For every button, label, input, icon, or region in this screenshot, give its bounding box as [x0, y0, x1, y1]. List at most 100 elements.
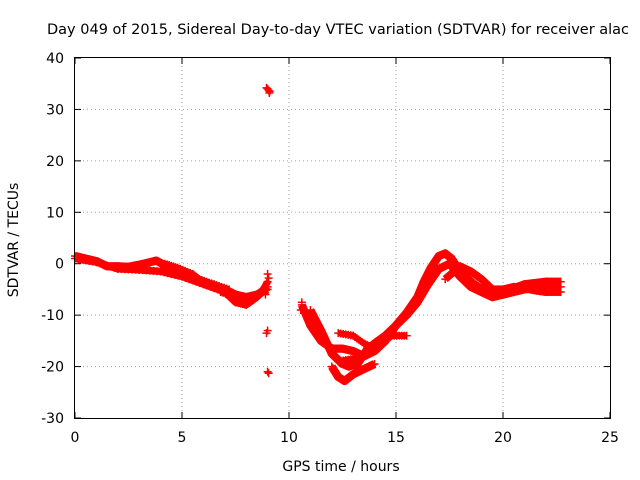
series-marker: [263, 277, 272, 286]
series-marker: [156, 267, 165, 276]
series-marker: [249, 292, 258, 301]
series-marker: [361, 340, 370, 349]
series-marker: [167, 270, 176, 278]
series-marker: [457, 274, 466, 283]
y-tick-label: 30: [46, 102, 64, 118]
series-marker: [106, 262, 115, 271]
series-marker: [392, 321, 400, 330]
series-marker: [318, 330, 327, 339]
series-marker: [103, 261, 112, 270]
series-marker: [242, 295, 251, 304]
series-marker: [482, 290, 491, 299]
series-marker: [350, 354, 359, 362]
series-marker: [363, 341, 372, 350]
y-tick-label: 0: [55, 257, 64, 273]
series-marker: [402, 331, 411, 340]
series-marker: [170, 270, 179, 279]
series-marker: [399, 314, 408, 323]
series-marker: [459, 264, 468, 272]
scatter-point: [297, 298, 306, 307]
series-marker: [324, 342, 333, 350]
series-marker: [434, 264, 443, 273]
series-marker: [349, 370, 358, 379]
series-marker: [479, 288, 488, 297]
series-marker: [484, 282, 493, 290]
series-marker: [350, 369, 359, 378]
series-marker: [463, 265, 472, 274]
series-marker: [174, 271, 183, 280]
series-marker: [326, 345, 335, 354]
series-marker: [470, 284, 479, 293]
series-marker: [354, 367, 363, 376]
series-marker: [95, 259, 104, 268]
grid-lines: [75, 58, 610, 418]
scatter-point: [262, 83, 271, 92]
series-marker: [459, 276, 468, 284]
scatter-point: [264, 274, 273, 283]
series-marker: [367, 361, 376, 370]
series-marker: [331, 353, 340, 362]
series-marker: [185, 275, 194, 284]
x-tick-label: 10: [280, 430, 298, 446]
series-marker: [368, 360, 377, 369]
series-marker: [247, 293, 256, 302]
series-marker: [466, 282, 475, 291]
series-marker: [400, 312, 409, 321]
y-tick-label: 40: [46, 51, 64, 67]
axis-ticks: 0 5 10 15 20 25 40 30 20 10 0 -10 -20 -30: [41, 51, 619, 446]
series-marker: [461, 277, 470, 286]
series-marker: [243, 294, 252, 303]
series-marker: [163, 269, 172, 278]
series-marker: [359, 339, 368, 348]
series-marker: [486, 283, 495, 292]
series-marker: [456, 262, 465, 271]
x-tick-label: 5: [178, 430, 187, 446]
series-marker: [359, 365, 368, 374]
series-marker: [358, 366, 367, 374]
series-marker: [395, 318, 404, 326]
chart-title: Day 049 of 2015, Sidereal Day-to-day VTE…: [47, 22, 629, 38]
scatter-point: [263, 367, 272, 376]
series-marker: [315, 323, 324, 332]
series-marker: [92, 258, 101, 267]
series-marker: [393, 319, 402, 328]
series-marker: [354, 352, 363, 361]
series-marker: [304, 318, 313, 326]
series-marker: [556, 288, 565, 296]
series-marker: [440, 262, 449, 271]
x-tick-label: 0: [71, 430, 80, 446]
series-marker: [367, 342, 376, 351]
series-marker: [472, 285, 481, 294]
series-marker: [352, 368, 361, 377]
series-marker: [388, 324, 397, 333]
series-marker: [390, 323, 399, 332]
data-series: [71, 249, 565, 386]
series-marker: [181, 273, 190, 282]
scatter-point: [296, 306, 305, 314]
series-marker: [99, 260, 108, 269]
series-marker: [327, 349, 336, 358]
series-marker: [356, 366, 365, 375]
series-marker: [322, 338, 331, 347]
y-tick-label: -30: [41, 411, 64, 427]
series-marker: [361, 364, 370, 373]
y-tick-label: -10: [41, 308, 64, 324]
series-marker: [110, 263, 119, 272]
series-marker: [308, 309, 317, 318]
series-marker: [358, 350, 367, 359]
series-marker: [457, 263, 466, 272]
series-marker: [245, 294, 254, 302]
series-marker: [160, 268, 169, 277]
series-marker: [306, 306, 315, 314]
y-tick-label: 20: [46, 154, 64, 170]
series-marker: [481, 278, 490, 287]
series-marker: [356, 351, 365, 360]
series-marker: [349, 354, 358, 363]
scatter-point: [261, 290, 270, 299]
series-marker: [317, 326, 326, 335]
x-tick-label: 15: [387, 430, 405, 446]
series-marker: [477, 288, 486, 296]
series-marker: [311, 316, 320, 325]
series-marker: [309, 312, 318, 321]
series-marker: [303, 314, 312, 323]
